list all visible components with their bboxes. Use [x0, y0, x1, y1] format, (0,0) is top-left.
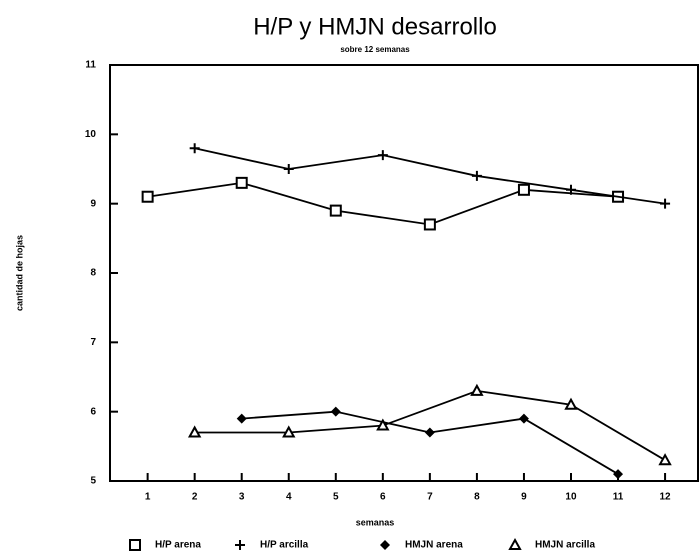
marker	[508, 537, 522, 550]
marker	[141, 190, 154, 203]
marker	[376, 418, 390, 431]
legend-label: HMJN arena	[405, 540, 463, 551]
marker	[129, 539, 141, 551]
marker	[235, 540, 245, 550]
marker	[377, 150, 388, 161]
marker	[471, 170, 482, 181]
series-line	[194, 147, 666, 205]
marker	[660, 198, 671, 209]
x-tick-label: 4	[286, 492, 292, 503]
marker	[283, 164, 294, 174]
legend-label: HMJN arcilla	[535, 540, 595, 551]
y-tick-label: 11	[85, 60, 96, 71]
marker	[470, 383, 484, 396]
marker	[380, 540, 390, 550]
y-tick-label: 9	[90, 198, 96, 209]
y-axis-label: cantidad de hojas	[14, 235, 24, 311]
x-tick-label: 3	[239, 492, 245, 503]
series-line	[241, 410, 619, 475]
marker	[187, 425, 202, 438]
y-tick-label: 10	[85, 129, 97, 140]
marker	[565, 184, 576, 195]
marker	[658, 453, 672, 466]
chart-title: H/P y HMJN desarrollo	[253, 13, 497, 40]
x-tick-label: 8	[474, 492, 480, 503]
x-tick-label: 2	[192, 492, 198, 503]
y-tick-label: 5	[90, 476, 96, 487]
x-tick-label: 7	[427, 492, 433, 503]
x-tick-label: 12	[660, 492, 672, 503]
x-tick-label: 9	[521, 492, 527, 503]
x-axis-label: semanas	[356, 517, 395, 527]
marker	[236, 413, 247, 424]
x-tick-label: 11	[613, 492, 624, 503]
series-line	[147, 181, 619, 226]
marker	[235, 176, 248, 189]
marker	[330, 406, 341, 417]
y-tick-label: 6	[90, 406, 96, 417]
y-tick-label: 7	[90, 337, 96, 348]
marker	[517, 183, 530, 196]
marker	[564, 397, 578, 410]
marker	[613, 469, 624, 480]
x-tick-label: 5	[333, 492, 339, 503]
marker	[189, 143, 200, 154]
marker	[424, 427, 435, 438]
x-tick-label: 6	[380, 492, 386, 503]
legend-label: H/P arena	[155, 540, 201, 551]
marker	[282, 425, 296, 438]
marker	[423, 218, 436, 231]
x-tick-label: 1	[145, 492, 151, 503]
y-tick-label: 8	[90, 268, 96, 279]
legend-label: H/P arcilla	[260, 540, 309, 551]
series-line	[194, 389, 666, 461]
marker	[518, 413, 529, 424]
marker	[329, 204, 342, 217]
chart-subtitle: sobre 12 semanas	[340, 45, 410, 54]
x-tick-label: 10	[565, 492, 577, 503]
